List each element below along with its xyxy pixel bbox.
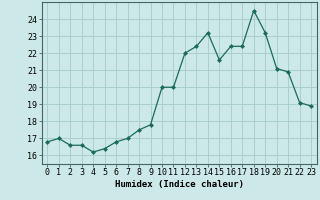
X-axis label: Humidex (Indice chaleur): Humidex (Indice chaleur) [115,180,244,189]
